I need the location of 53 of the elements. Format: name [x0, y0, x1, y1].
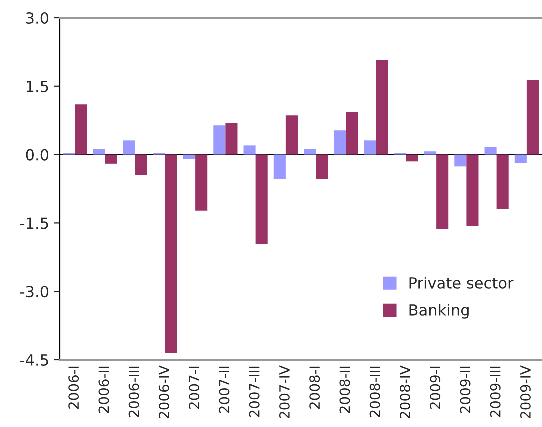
y-tick-label: 0.0 [26, 149, 49, 161]
bar [424, 152, 437, 155]
x-tick-label: 2008-I [310, 366, 320, 409]
x-tick-label: 2006-II [98, 366, 110, 414]
bar [165, 154, 178, 354]
x-tick-label: 2009-II [460, 366, 471, 414]
y-tick-label: 3.0 [26, 12, 49, 24]
x-tick-label: 2007-II [219, 366, 230, 414]
legend-label: Private sector [410, 277, 514, 289]
bar [526, 80, 539, 155]
bar [304, 149, 316, 155]
bar [346, 112, 358, 155]
bar [244, 146, 256, 155]
x-tick-label: 2008-II [340, 366, 350, 414]
bar [376, 60, 388, 155]
bar [514, 154, 527, 164]
bar [274, 154, 286, 180]
bar [466, 154, 479, 226]
bar [454, 154, 467, 167]
x-tick-label: 2007-I [189, 366, 200, 409]
bar [406, 154, 418, 162]
x-tick-label: 2009-IV [520, 366, 531, 418]
bar [484, 148, 497, 155]
y-tick-label: -1.5 [20, 218, 48, 230]
y-tick-label: -3.0 [20, 286, 49, 298]
bar [105, 154, 118, 164]
bar [286, 116, 298, 155]
x-tick-label: 2008-III [370, 366, 380, 418]
bar [436, 154, 449, 230]
bar [123, 140, 136, 155]
x-tick-label: 2006-IV [158, 366, 170, 418]
bar [364, 140, 376, 155]
x-tick-label: 2006-III [128, 366, 140, 418]
bar [214, 126, 226, 155]
x-tick-label: 2008-IV [400, 366, 410, 418]
bar [93, 149, 106, 155]
x-tick-label: 2007-III [249, 366, 260, 418]
y-tick-label: 1.5 [26, 81, 48, 92]
bar [75, 104, 88, 155]
bar [196, 154, 208, 211]
bar [184, 154, 196, 160]
bar [334, 130, 346, 155]
x-tick-label: 2009-I [430, 366, 441, 409]
y-tick-label: -4.5 [20, 354, 48, 366]
x-tick-label: 2007-IV [279, 366, 290, 418]
x-tick-label: 2006-I [68, 366, 80, 409]
bar [226, 123, 238, 155]
x-tick-label: 2009-III [490, 366, 501, 418]
bar [135, 154, 148, 176]
bar [316, 154, 328, 180]
bar [256, 154, 268, 244]
legend-label: Banking [410, 304, 469, 319]
bar [496, 154, 509, 210]
